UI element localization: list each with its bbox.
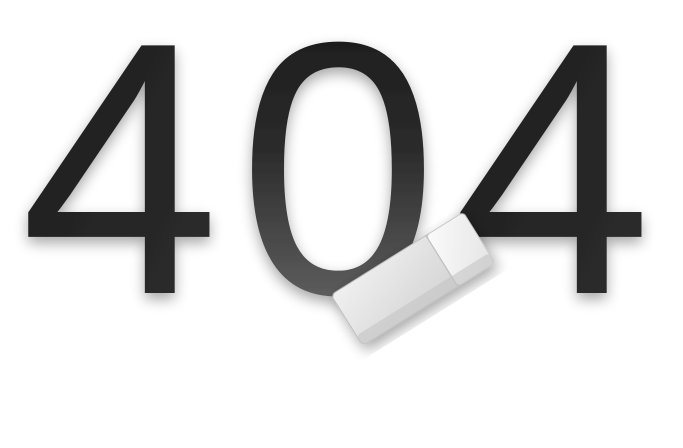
eraser-icon bbox=[332, 213, 495, 345]
error-digit-4-left: 4 bbox=[20, 0, 220, 370]
error-digit-4-right: 4 bbox=[452, 0, 652, 370]
